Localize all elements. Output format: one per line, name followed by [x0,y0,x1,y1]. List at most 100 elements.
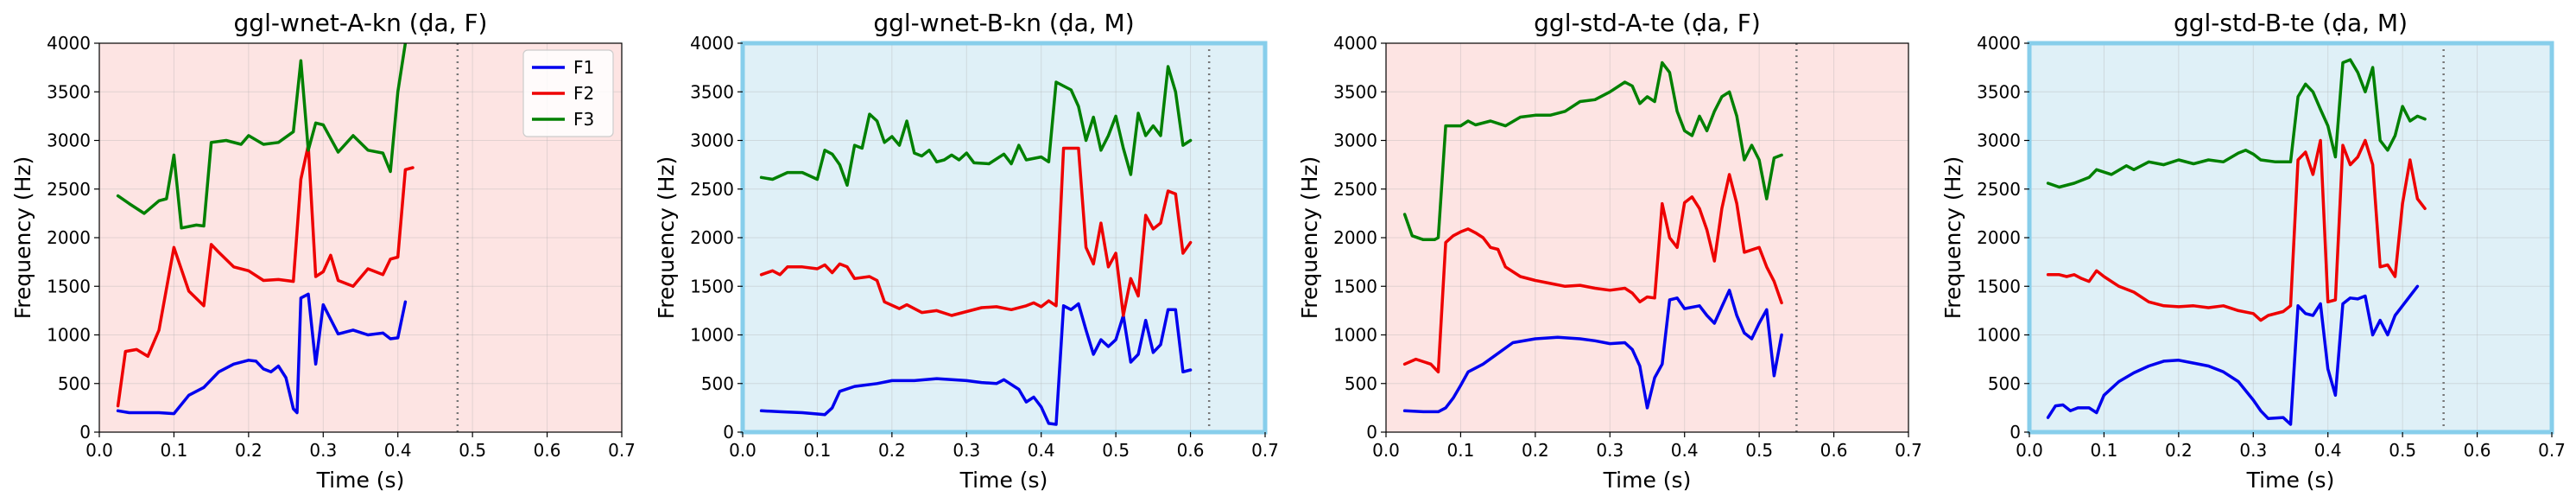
y-tick-label: 0 [79,422,91,443]
x-tick-label: 0.4 [1028,440,1055,461]
plot-background [2029,43,2552,432]
y-tick-label: 0 [1366,422,1377,443]
y-axis-label: Frequency (Hz) [1940,156,1965,320]
y-tick-label: 2500 [1333,179,1377,200]
x-tick-label: 0.5 [1745,440,1773,461]
y-axis-label: Frequency (Hz) [1297,156,1322,320]
x-axis-label: Time (s) [316,468,405,493]
series-line-f3 [1402,60,1783,242]
series-group [1402,60,1783,414]
y-tick-label: 3000 [690,131,734,151]
legend-label-f3: F3 [573,109,594,130]
legend-box [522,49,614,137]
series-line-f2 [1402,173,1783,374]
y-tick-label: 500 [1988,373,2021,394]
chart-title: ggl-wnet-A-kn (ḍa, F) [234,9,488,37]
x-tick-label: 0.1 [804,440,832,461]
y-tick-label: 2000 [1333,227,1377,248]
series-line-f1 [759,302,1193,426]
y-tick-label: 3000 [1977,131,2021,151]
x-tick-label: 0.2 [1522,440,1549,461]
y-tick-label: 2500 [47,179,91,200]
y-axis-label: Frequency (Hz) [10,156,35,320]
y-tick-label: 3500 [690,81,734,102]
y-tick-label: 500 [701,373,734,394]
x-tick-label: 0.6 [2464,440,2491,461]
y-tick-label: 4000 [1977,33,2021,54]
x-tick-label: 0.2 [2165,440,2193,461]
y-tick-label: 1500 [690,276,734,296]
x-tick-label: 0.1 [2091,440,2118,461]
x-tick-label: 0.7 [1251,440,1279,461]
x-tick-label: 0.0 [1372,440,1400,461]
y-tick-label: 3500 [47,81,91,102]
series-line-f1 [1402,289,1783,414]
chart-panel-4: 0.0 0.1 0.2 0.3 0.4 0.5 0.6 0.7 0 500 1000 1500 2000… [1940,9,2566,493]
x-tick-label: 0.7 [608,440,636,461]
y-tick-label: 0 [2010,422,2021,443]
x-tick-label: 0.0 [2016,440,2043,461]
x-tick-label: 0.2 [235,440,263,461]
x-tick-label: 0.3 [953,440,980,461]
x-tick-label: 0.7 [1895,440,1922,461]
series-line-f3 [759,65,1193,188]
x-axis-label: Time (s) [959,468,1048,493]
y-tick-label: 0 [723,422,734,443]
x-tick-label: 0.1 [1447,440,1475,461]
x-tick-label: 0.6 [1177,440,1205,461]
x-axis-label: Time (s) [1603,468,1692,493]
x-tick-label: 0.3 [2239,440,2267,461]
x-tick-label: 0.6 [534,440,561,461]
chart-title: ggl-std-A-te (ḍa, F) [1534,9,1761,37]
series-line-f3 [116,43,408,230]
x-tick-label: 0.2 [878,440,906,461]
legend-label-f1: F1 [573,57,594,78]
series-line-f2 [116,143,415,408]
series-line-f2 [759,146,1193,317]
series-group [2046,58,2427,426]
series-line-f2 [2046,138,2427,322]
x-tick-label: 0.5 [2389,440,2416,461]
y-tick-label: 3500 [1977,81,2021,102]
y-tick-label: 1500 [1977,276,2021,296]
y-tick-label: 2500 [1977,179,2021,200]
x-tick-label: 0.7 [2538,440,2566,461]
y-axis-label: Frequency (Hz) [654,156,679,320]
x-tick-label: 0.4 [1671,440,1699,461]
y-tick-label: 3000 [47,131,91,151]
y-tick-label: 500 [58,373,91,394]
series-line-f3 [2046,58,2427,189]
x-tick-label: 0.0 [729,440,756,461]
y-tick-label: 1000 [1977,325,2021,346]
y-tick-label: 3000 [1333,131,1377,151]
y-tick-label: 1000 [47,325,91,346]
x-tick-label: 0.5 [459,440,486,461]
y-tick-label: 1000 [1333,325,1377,346]
chart-panel-1: 0.0 0.1 0.2 0.3 0.4 0.5 0.6 0.7 0 500 1000 1500 2000… [10,9,636,493]
x-axis-label: Time (s) [2246,468,2335,493]
x-tick-label: 0.4 [384,440,412,461]
series-line-f1 [116,292,408,416]
x-tick-label: 0.3 [309,440,337,461]
x-tick-label: 0.3 [1596,440,1623,461]
x-tick-label: 0.0 [85,440,113,461]
chart-panel-3: 0.0 0.1 0.2 0.3 0.4 0.5 0.6 0.7 0 500 1000 1500 2000… [1297,9,1922,493]
legend: F1 F2 F3 [522,49,614,137]
y-tick-label: 500 [1345,373,1377,394]
series-group [116,43,415,416]
y-tick-label: 4000 [1333,33,1377,54]
x-tick-label: 0.6 [1820,440,1848,461]
chart-panel-2: 0.0 0.1 0.2 0.3 0.4 0.5 0.6 0.7 0 500 1000 1500 2000… [654,9,1279,493]
y-tick-label: 2500 [690,179,734,200]
chart-title: ggl-wnet-B-kn (ḍa, M) [873,9,1134,37]
legend-label-f2: F2 [573,83,594,104]
y-tick-label: 2000 [47,227,91,248]
y-tick-label: 2000 [1977,227,2021,248]
y-tick-label: 4000 [690,33,734,54]
x-tick-label: 0.5 [1102,440,1130,461]
chart-title: ggl-std-B-te (ḍa, M) [2174,9,2408,37]
y-tick-label: 4000 [47,33,91,54]
x-tick-label: 0.1 [161,440,188,461]
series-group [759,65,1193,426]
y-tick-label: 1000 [690,325,734,346]
